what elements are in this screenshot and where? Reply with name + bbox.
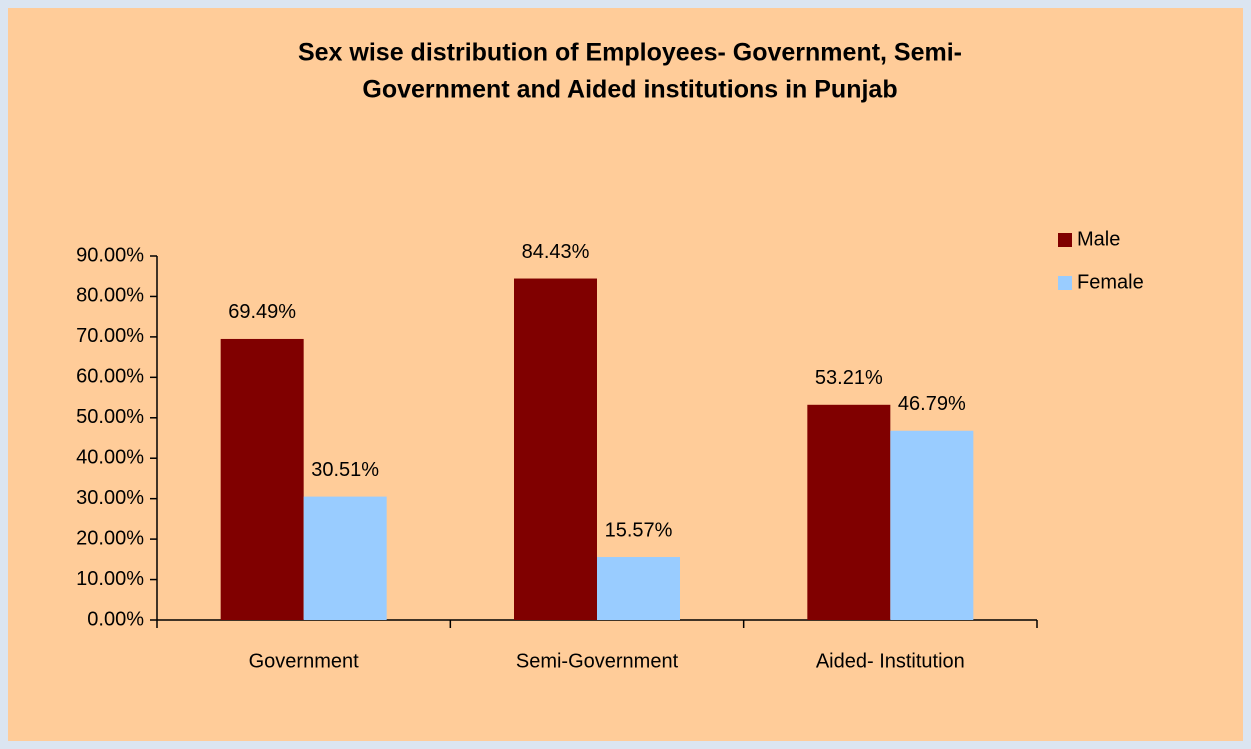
legend-label: Female: [1077, 271, 1144, 293]
chart-title: Government and Aided institutions in Pun…: [362, 76, 897, 104]
data-label: 15.57%: [605, 519, 673, 541]
y-tick-label: 20.00%: [76, 527, 144, 549]
chart-title: Sex wise distribution of Employees- Gove…: [298, 39, 962, 67]
data-label: 46.79%: [898, 393, 966, 415]
y-tick-label: 0.00%: [87, 608, 144, 630]
y-tick-label: 10.00%: [76, 568, 144, 590]
bar: [807, 404, 891, 620]
bar: [597, 557, 680, 620]
y-tick-label: 50.00%: [76, 406, 144, 428]
bar: [303, 496, 387, 620]
x-tick-label: Aided- Institution: [816, 650, 965, 672]
bar: [514, 278, 597, 620]
y-tick-label: 30.00%: [76, 487, 144, 509]
legend-label: Male: [1077, 228, 1120, 250]
data-label: 53.21%: [815, 367, 883, 389]
bar: [220, 338, 304, 620]
data-label: 30.51%: [311, 459, 379, 481]
x-tick-label: Semi-Government: [516, 650, 679, 672]
y-tick-label: 80.00%: [76, 285, 144, 307]
bar: [890, 430, 974, 620]
data-label: 84.43%: [522, 241, 590, 263]
chart-panel: [8, 8, 1243, 741]
y-tick-label: 40.00%: [76, 447, 144, 469]
y-tick-label: 70.00%: [76, 325, 144, 347]
legend-swatch: [1058, 233, 1072, 247]
y-tick-label: 60.00%: [76, 366, 144, 388]
data-label: 69.49%: [228, 301, 296, 323]
y-tick-label: 90.00%: [76, 244, 144, 266]
legend-swatch: [1058, 276, 1072, 290]
x-tick-label: Government: [249, 650, 359, 672]
